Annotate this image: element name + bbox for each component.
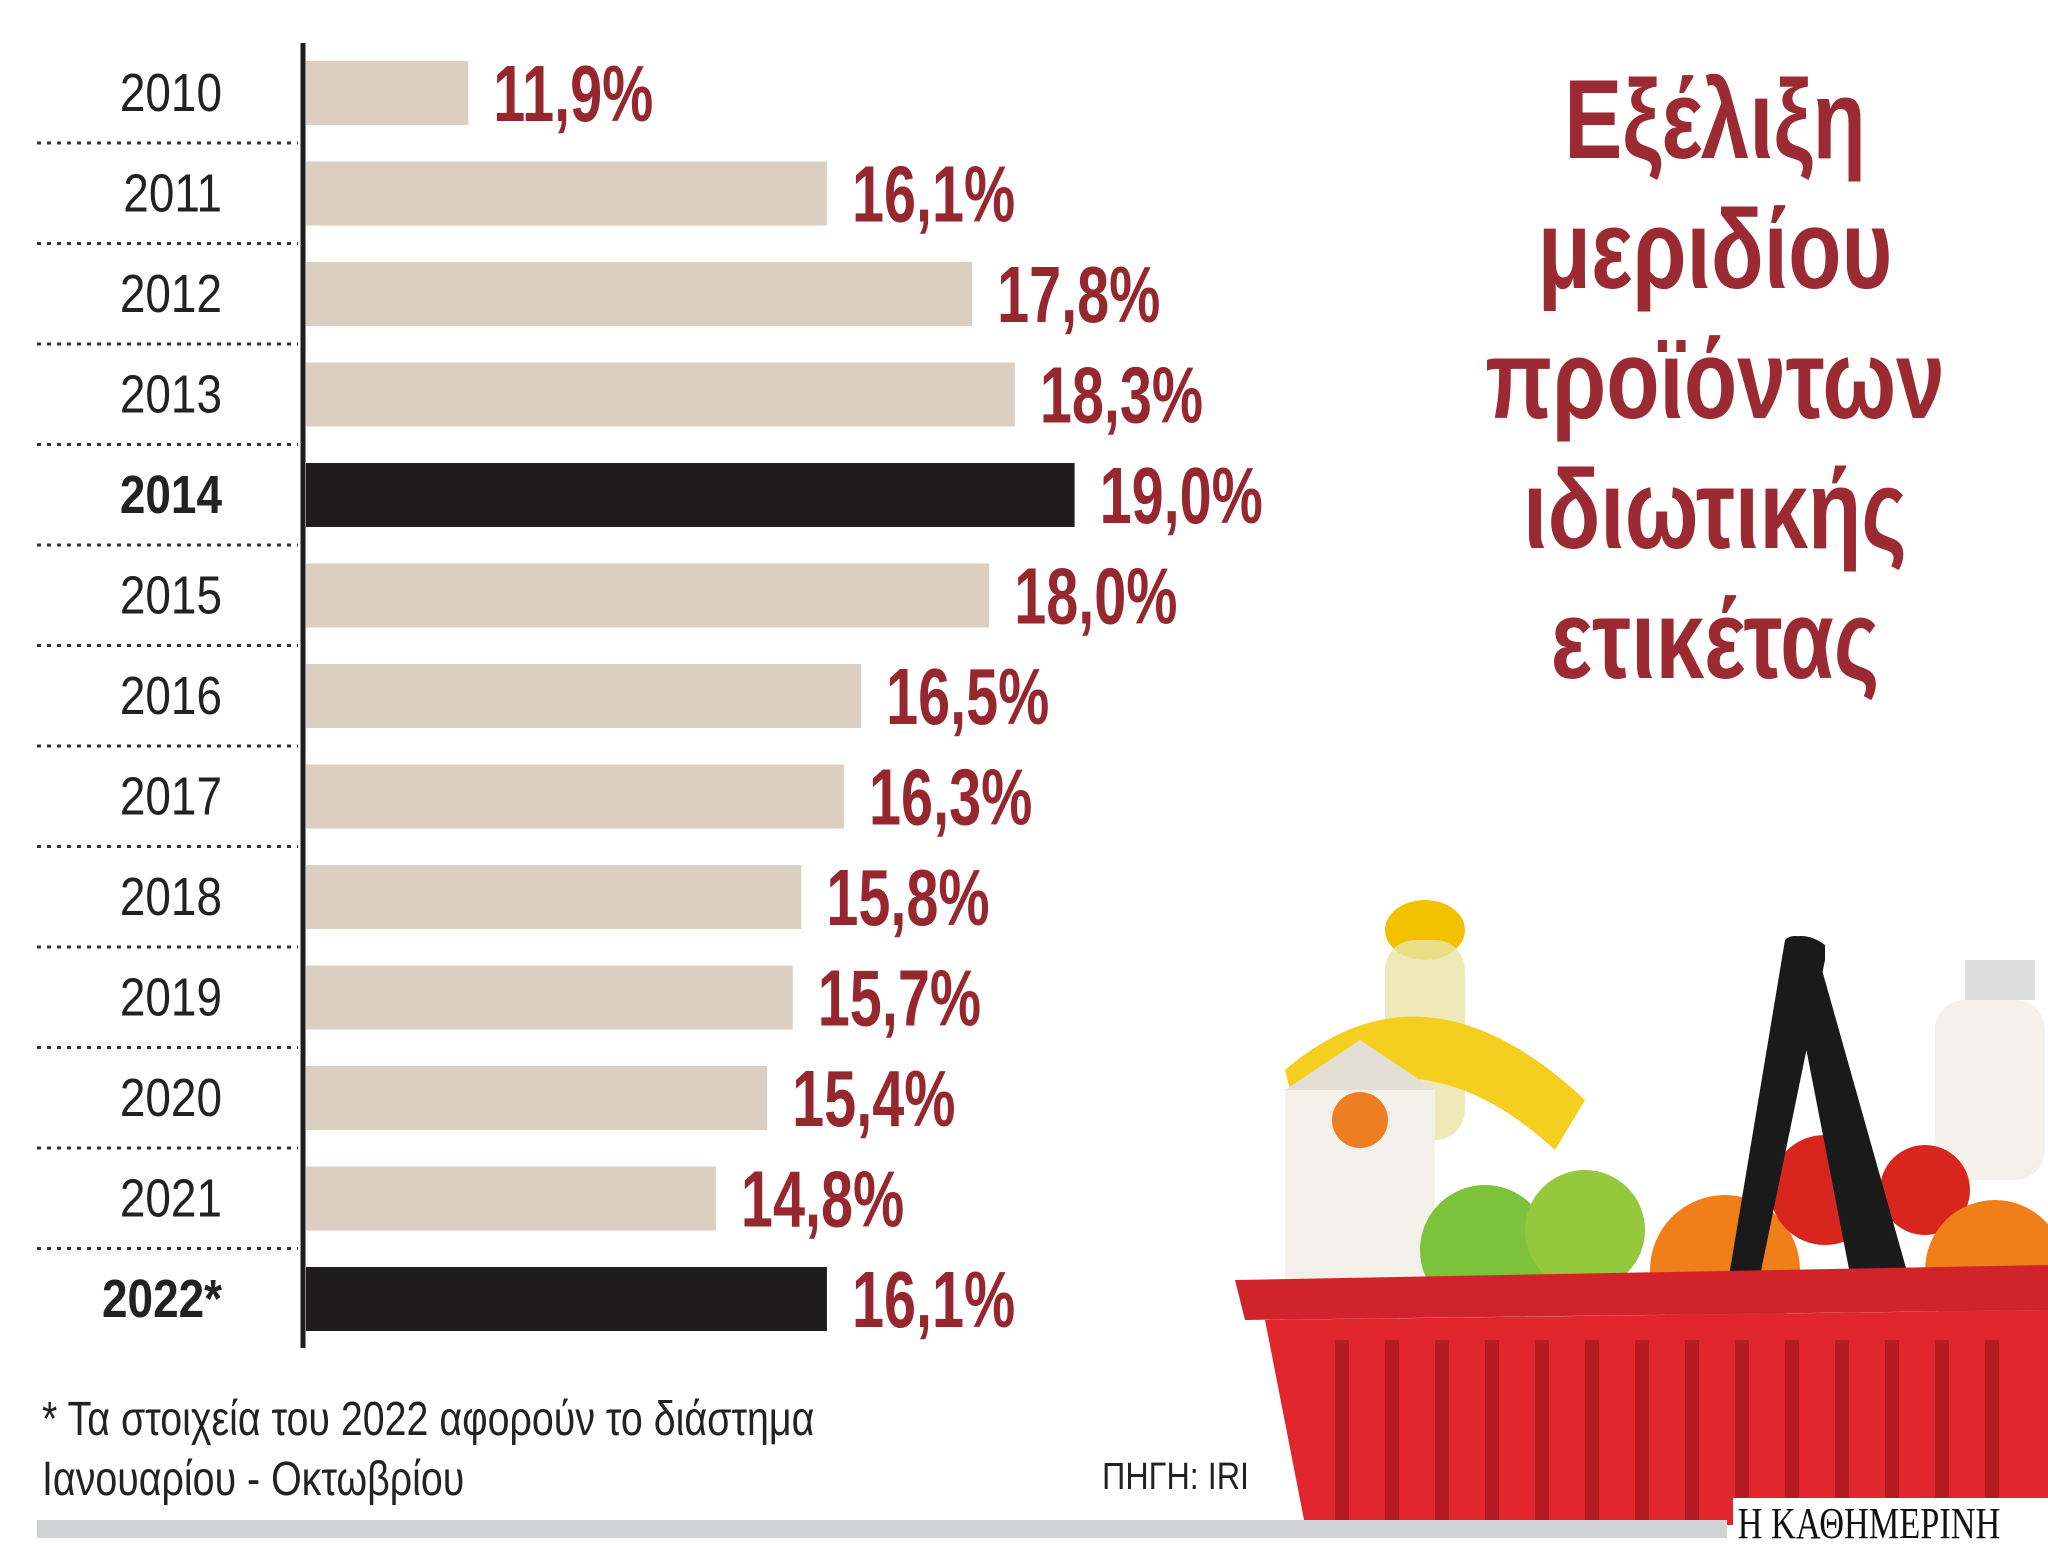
value-label: 18,3% xyxy=(1040,350,1203,440)
footnote: * Τα στοιχεία του 2022 αφορούν το διάστη… xyxy=(42,1390,984,1510)
value-label: 11,9% xyxy=(493,49,653,139)
value-label: 16,1% xyxy=(852,149,1015,239)
value-label: 17,8% xyxy=(997,250,1160,340)
bottom-rule xyxy=(37,1520,1727,1538)
value-label: 16,3% xyxy=(869,752,1032,842)
bar xyxy=(306,1066,768,1130)
year-label: 2018 xyxy=(120,867,222,927)
year-label: 2015 xyxy=(120,565,222,625)
title-line: Εξέλιξη xyxy=(1564,57,1866,182)
bar xyxy=(306,1166,716,1231)
value-label: 16,1% xyxy=(852,1255,1015,1345)
value-label: 15,8% xyxy=(826,853,989,943)
bar xyxy=(306,664,862,728)
shopping-basket-illustration xyxy=(1235,900,2048,1525)
footnote-line: Ιανουαρίου - Οκτωβρίου xyxy=(42,1453,465,1506)
year-label: 2014 xyxy=(120,465,222,525)
bar xyxy=(306,61,469,125)
year-label: 2016 xyxy=(120,666,222,726)
bar xyxy=(306,965,793,1030)
bar xyxy=(306,1267,827,1331)
year-label: 2013 xyxy=(120,364,222,424)
logo-text: Η ΚΑΘΗΜΕΡΙΝΗ xyxy=(1737,1499,2001,1548)
year-label: 2017 xyxy=(120,766,222,826)
title-line: προϊόντων xyxy=(1485,317,1945,442)
year-label: 2010 xyxy=(120,63,222,123)
footnote-line: * Τα στοιχεία του 2022 αφορούν το διάστη… xyxy=(42,1393,815,1446)
bar xyxy=(306,563,990,628)
title-line: ετικέτας xyxy=(1550,577,1880,702)
bar xyxy=(306,161,827,226)
logo: Η ΚΑΘΗΜΕΡΙΝΗ xyxy=(1733,1498,2048,1550)
bar xyxy=(306,764,845,829)
value-label: 14,8% xyxy=(741,1154,904,1244)
year-label: 2020 xyxy=(120,1068,222,1128)
value-label: 19,0% xyxy=(1100,451,1263,541)
year-label: 2012 xyxy=(120,264,222,324)
title-line: μεριδίου xyxy=(1537,187,1893,312)
bar xyxy=(306,865,802,929)
year-label: 2019 xyxy=(120,967,222,1027)
value-label: 16,5% xyxy=(886,652,1049,742)
year-label: 2011 xyxy=(123,163,222,223)
value-label: 15,7% xyxy=(818,953,981,1043)
year-label: 2021 xyxy=(120,1168,222,1228)
value-label: 18,0% xyxy=(1014,551,1177,641)
year-label: 2022* xyxy=(102,1269,222,1329)
source-label: ΠΗΓΗ: IRI xyxy=(1102,1456,1249,1498)
bar xyxy=(306,262,973,326)
title-line: ιδιωτικής xyxy=(1523,447,1907,572)
bar xyxy=(306,463,1075,527)
value-label: 15,4% xyxy=(792,1054,955,1144)
chart-title: Εξέλιξη μεριδίου προϊόντων ιδιωτικής ετι… xyxy=(1340,55,2048,705)
bar xyxy=(306,362,1015,427)
